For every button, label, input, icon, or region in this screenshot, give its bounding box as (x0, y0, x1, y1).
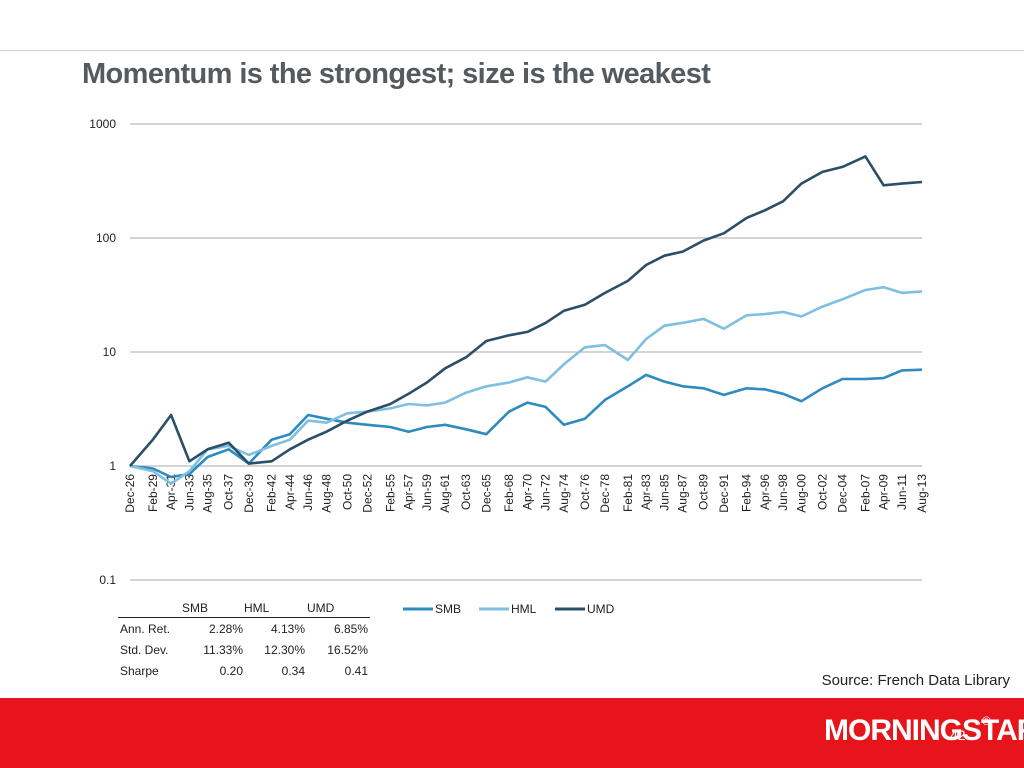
x-tick-label: Aug-00 (794, 474, 808, 513)
x-tick-label: Dec-52 (361, 474, 375, 513)
series-line-umd (129, 155, 923, 467)
stats-cell: 11.33% (203, 643, 243, 657)
x-tick-label: Feb-68 (502, 474, 516, 512)
x-tick-label: Apr-44 (283, 474, 297, 510)
x-tick-label: Dec-91 (717, 474, 731, 513)
slide-title: Momentum is the strongest; size is the w… (82, 58, 711, 90)
x-tick-label: Apr-57 (402, 474, 416, 510)
stats-row-sharpe: Sharpe 0.20 0.34 0.41 (118, 660, 370, 681)
x-tick-label: Oct-76 (578, 474, 592, 510)
stats-col-smb: SMB (182, 601, 209, 615)
x-tick-label: Feb-42 (265, 474, 279, 512)
x-tick-label: Dec-26 (123, 474, 137, 513)
x-tick-label: Aug-48 (319, 474, 333, 513)
source-note: Source: French Data Library (821, 672, 1010, 689)
x-tick-label: Dec-04 (836, 474, 850, 513)
legend-label-umd: UMD (587, 602, 615, 616)
stats-row-ann-ret: Ann. Ret. 2.28% 4.13% 6.85% (118, 618, 370, 639)
x-tick-label: Dec-78 (598, 474, 612, 513)
x-tick-label: Apr-96 (758, 474, 772, 510)
stats-cell: 2.28% (208, 622, 243, 636)
x-tick-label: Aug-74 (557, 474, 571, 513)
y-tick-label: 100 (96, 231, 116, 245)
stats-cell: 4.13% (270, 622, 305, 636)
stats-col-umd: UMD (307, 601, 335, 615)
x-tick-label: Feb-55 (383, 474, 397, 512)
stats-header-row: SMB HML UMD (118, 600, 370, 618)
x-tick-label: Jun-98 (776, 474, 790, 511)
x-tick-label: Jun-85 (657, 474, 671, 511)
series-line-smb (129, 368, 923, 479)
top-rule (0, 50, 1024, 51)
x-tick-label: Feb-94 (740, 474, 754, 512)
x-tick-label: Feb-81 (621, 474, 635, 512)
legend-label-smb: SMB (435, 602, 461, 616)
stats-cell: 16.52% (327, 643, 368, 657)
morningstar-logo: MORNINGSTAR (824, 714, 1024, 747)
x-tick-label: Aug-35 (201, 474, 215, 513)
x-tick-label: Jun-72 (539, 474, 553, 511)
stats-col-hml: HML (244, 601, 270, 615)
x-tick-label: Apr-83 (639, 474, 653, 510)
x-tick-label: Jun-11 (895, 474, 909, 510)
x-tick-label: Oct-89 (697, 474, 711, 510)
x-tick-label: Oct-50 (340, 474, 354, 510)
stats-cell: 12.30% (264, 643, 305, 657)
y-tick-label: 1000 (89, 117, 116, 131)
y-tick-label: 0.1 (99, 573, 116, 587)
stats-table: SMB HML UMD Ann. Ret. 2.28% 4.13% 6.85% … (118, 600, 370, 681)
x-tick-label: Dec-65 (479, 474, 493, 513)
stats-cell: 0.41 (344, 664, 368, 678)
stats-cell: 0.34 (281, 664, 305, 678)
stats-cell: 0.20 (219, 664, 243, 678)
x-tick-label: Aug-13 (915, 474, 929, 513)
x-tick-label: Jun-33 (182, 474, 196, 511)
y-tick-label: 1 (109, 459, 116, 473)
stats-cell: 6.85% (333, 622, 368, 636)
x-tick-label: Apr-70 (520, 474, 534, 510)
series-line-hml (129, 285, 923, 486)
x-tick-label: Oct-37 (222, 474, 236, 510)
x-tick-label: Aug-87 (676, 474, 690, 513)
x-tick-label: Aug-61 (438, 474, 452, 513)
legend-label-hml: HML (511, 602, 537, 616)
x-tick-label: Oct-63 (459, 474, 473, 510)
registered-mark: ® (982, 714, 991, 728)
x-tick-label: Feb-07 (858, 474, 872, 512)
page-number: 42 (950, 727, 966, 743)
x-tick-label: Dec-39 (242, 474, 256, 513)
stats-row-label: Sharpe (120, 664, 159, 678)
stats-row-label: Ann. Ret. (120, 622, 171, 636)
x-tick-label: Jun-59 (420, 474, 434, 511)
stats-row-std-dev: Std. Dev. 11.33% 12.30% 16.52% (118, 639, 370, 660)
x-tick-label: Oct-02 (815, 474, 829, 510)
x-tick-label: Apr-09 (877, 474, 891, 510)
x-tick-label: Feb-29 (146, 474, 160, 512)
stats-row-label: Std. Dev. (120, 643, 169, 657)
footer-bar (0, 698, 1024, 768)
y-tick-label: 10 (103, 345, 117, 359)
x-tick-label: Jun-46 (301, 474, 315, 511)
